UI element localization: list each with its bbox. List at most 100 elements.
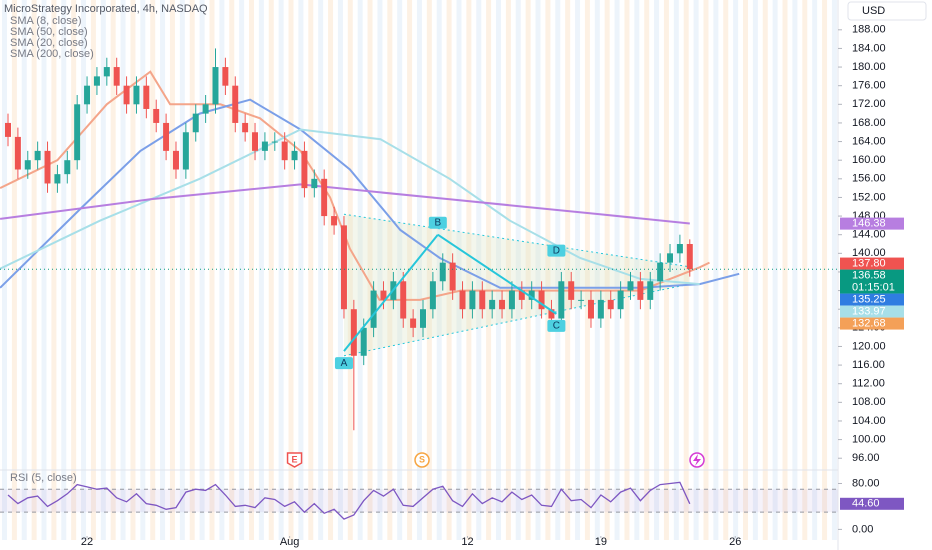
session-stripe bbox=[644, 0, 650, 540]
candle-body bbox=[153, 108, 160, 123]
price-label-box bbox=[840, 217, 904, 230]
y-tick-label: 120.00 bbox=[852, 340, 886, 352]
candle-body bbox=[74, 104, 81, 161]
candle-body bbox=[24, 160, 31, 170]
x-tick-label: 19 bbox=[595, 536, 607, 548]
candle-body bbox=[439, 262, 446, 282]
session-stripe bbox=[288, 0, 294, 540]
candle-body bbox=[538, 290, 545, 310]
currency-label: USD bbox=[862, 5, 885, 17]
session-stripe bbox=[743, 0, 748, 540]
candle-body bbox=[548, 309, 555, 319]
session-stripe bbox=[2, 0, 7, 540]
session-stripe bbox=[812, 0, 818, 540]
candle-body bbox=[370, 290, 377, 328]
y-tick-label: 188.00 bbox=[852, 24, 886, 36]
session-stripe bbox=[486, 0, 492, 540]
y-tick-label: 144.00 bbox=[852, 229, 886, 241]
session-stripe bbox=[545, 0, 551, 540]
sma-line bbox=[0, 183, 690, 225]
pattern-point-label: A bbox=[341, 358, 348, 369]
rsi-title: RSI (5, close) bbox=[10, 472, 77, 484]
candle-body bbox=[252, 132, 259, 151]
candle-body bbox=[686, 244, 693, 270]
candle-body bbox=[133, 85, 140, 105]
session-stripe bbox=[446, 0, 452, 540]
candle-body bbox=[212, 67, 219, 105]
y-tick-label: 184.00 bbox=[852, 42, 886, 54]
candle-body bbox=[113, 67, 120, 86]
price-label: 136.58 bbox=[852, 269, 886, 281]
session-stripe bbox=[663, 0, 669, 540]
session-stripe bbox=[337, 0, 343, 540]
session-stripe bbox=[130, 0, 136, 540]
currency-button[interactable] bbox=[847, 1, 927, 21]
legend-entry: SMA (8, close) bbox=[10, 15, 82, 27]
y-tick-label: 0.00 bbox=[852, 523, 873, 535]
candle-body bbox=[44, 150, 51, 184]
x-tick-label: 22 bbox=[81, 536, 93, 548]
session-stripe bbox=[110, 0, 116, 540]
session-stripe bbox=[318, 0, 324, 540]
session-stripe bbox=[505, 0, 511, 540]
session-stripe bbox=[90, 0, 96, 540]
session-stripe bbox=[71, 0, 77, 540]
legend-entry: SMA (50, close) bbox=[10, 26, 88, 38]
y-tick-label: 100.00 bbox=[852, 434, 886, 446]
price-label-box bbox=[840, 293, 904, 306]
triangle-line bbox=[343, 213, 690, 268]
flash-icon[interactable] bbox=[689, 452, 705, 468]
session-stripe bbox=[199, 0, 205, 540]
session-stripe bbox=[634, 0, 640, 540]
x-tick-label: 26 bbox=[729, 536, 741, 548]
candle-body bbox=[291, 150, 298, 161]
session-stripe bbox=[673, 0, 679, 540]
candle-body bbox=[597, 299, 604, 319]
candle-body bbox=[202, 104, 209, 114]
session-stripe bbox=[387, 0, 393, 540]
y-tick-label: 80.00 bbox=[852, 477, 880, 489]
candle-body bbox=[123, 85, 130, 105]
candle-body bbox=[301, 150, 308, 189]
pattern-point-box bbox=[547, 244, 566, 257]
legend-entry: SMA (20, close) bbox=[10, 37, 88, 49]
pattern-leg bbox=[343, 234, 439, 352]
candle-body bbox=[222, 67, 229, 86]
candle-body bbox=[607, 299, 614, 310]
session-stripe bbox=[723, 0, 729, 540]
event-label: S bbox=[419, 454, 425, 464]
session-stripe bbox=[160, 0, 166, 540]
session-stripe bbox=[575, 0, 581, 540]
session-stripe bbox=[347, 0, 353, 540]
session-stripe bbox=[397, 0, 403, 540]
rsi-value-box bbox=[840, 497, 904, 510]
session-stripe bbox=[624, 0, 630, 540]
candle-body bbox=[340, 225, 347, 310]
pattern-point-label: B bbox=[434, 217, 441, 228]
y-tick-label: 108.00 bbox=[852, 396, 886, 408]
candle-body bbox=[192, 113, 199, 133]
session-stripe bbox=[762, 0, 768, 540]
session-stripe bbox=[456, 0, 462, 540]
session-stripe bbox=[140, 0, 146, 540]
pattern-point-box bbox=[428, 216, 447, 229]
session-stripe bbox=[555, 0, 561, 540]
candle-body bbox=[380, 290, 387, 300]
candle-body bbox=[627, 281, 634, 291]
candle-body bbox=[163, 122, 170, 151]
session-stripe bbox=[61, 0, 67, 540]
price-label-box bbox=[840, 257, 904, 270]
candle-body bbox=[676, 244, 683, 254]
session-stripe bbox=[535, 0, 541, 540]
candle-body bbox=[5, 122, 12, 137]
candle-body bbox=[311, 178, 318, 189]
session-stripe bbox=[713, 0, 719, 540]
sma-line bbox=[0, 70, 710, 301]
session-stripe bbox=[604, 0, 610, 540]
y-tick-label: 104.00 bbox=[852, 415, 886, 427]
y-tick-label: 168.00 bbox=[852, 117, 886, 129]
session-stripe bbox=[278, 0, 284, 540]
pattern-point-box bbox=[334, 357, 353, 370]
session-stripe bbox=[831, 0, 837, 540]
candle-body bbox=[54, 174, 61, 184]
